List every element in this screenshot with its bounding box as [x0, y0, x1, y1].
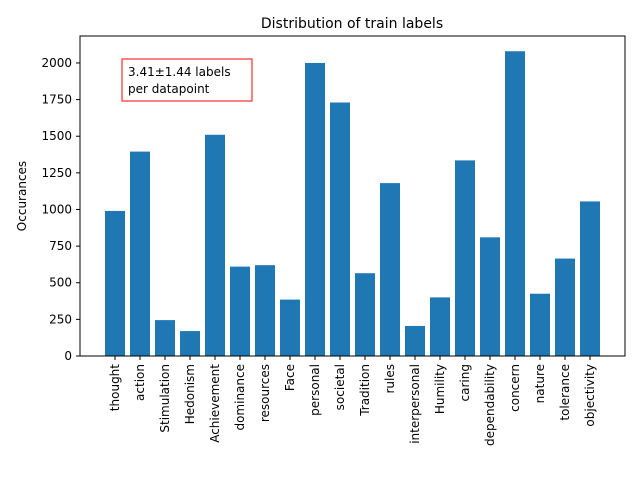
- x-tick-label: resources: [258, 364, 272, 422]
- x-tick-label: Hedonism: [183, 364, 197, 424]
- x-tick-label: Humility: [433, 364, 447, 414]
- y-tick-label: 250: [49, 312, 72, 326]
- bar-dependability: [480, 237, 500, 356]
- x-tick-label: societal: [333, 364, 347, 410]
- bar-dominance: [230, 266, 250, 356]
- bar-interpersonal: [405, 325, 425, 356]
- x-tick-label: objectivity: [583, 364, 597, 427]
- x-tick-label: rules: [383, 364, 397, 394]
- bar-tolerance: [555, 258, 575, 356]
- y-axis-label: Occurances: [15, 161, 29, 231]
- bar-achievement: [205, 134, 225, 356]
- x-tick-label: concern: [508, 364, 522, 412]
- x-tick-label: Stimulation: [158, 364, 172, 433]
- y-tick-label: 1000: [41, 202, 72, 216]
- x-tick-label: nature: [533, 364, 547, 403]
- bar-personal: [305, 62, 325, 356]
- chart-title: Distribution of train labels: [261, 16, 443, 32]
- y-tick-label: 750: [49, 239, 72, 253]
- y-tick-label: 1500: [41, 129, 72, 143]
- annotation-line-1: 3.41±1.44 labels: [128, 65, 231, 79]
- bar-objectivity: [580, 201, 600, 356]
- bars-group: [105, 51, 600, 357]
- annotation-line-2: per datapoint: [128, 82, 210, 96]
- bar-face: [280, 299, 300, 356]
- bar-caring: [455, 160, 475, 356]
- x-tick-label: Face: [283, 364, 297, 391]
- x-tick-label: caring: [458, 364, 472, 401]
- x-tick-label: tolerance: [558, 364, 572, 421]
- y-tick-label: 500: [49, 276, 72, 290]
- bar-stimulation: [155, 320, 175, 356]
- bar-concern: [505, 51, 525, 356]
- y-tick-label: 1750: [41, 93, 72, 107]
- x-tick-label: dependability: [483, 364, 497, 446]
- x-tick-label: personal: [308, 364, 322, 416]
- bar-action: [130, 151, 150, 356]
- y-tick-label: 0: [64, 349, 72, 363]
- bar-hedonism: [180, 331, 200, 356]
- x-tick-label: thought: [108, 364, 122, 411]
- bar-thought: [105, 210, 125, 356]
- x-tick-label: Tradition: [358, 364, 372, 417]
- bar-nature: [530, 293, 550, 356]
- annotation-box: 3.41±1.44 labels per datapoint: [121, 58, 253, 102]
- x-tick-label: action: [133, 364, 147, 401]
- bar-tradition: [355, 273, 375, 356]
- x-tick-label: interpersonal: [408, 364, 422, 444]
- bar-humility: [430, 297, 450, 356]
- y-tick-label: 2000: [41, 56, 72, 70]
- x-tick-label: dominance: [233, 364, 247, 431]
- bar-societal: [330, 102, 350, 357]
- y-tick-label: 1250: [41, 166, 72, 180]
- bar-rules: [380, 183, 400, 356]
- x-tick-label: Achievement: [208, 364, 222, 443]
- bar-resources: [255, 265, 275, 356]
- plot-frame: [79, 35, 626, 357]
- y-axis-ticks: 0 250 500 750 1000 1250 1500 1750 2000: [41, 56, 80, 363]
- x-axis-ticks: thought action Stimulation Hedonism Achievem…: [108, 356, 597, 446]
